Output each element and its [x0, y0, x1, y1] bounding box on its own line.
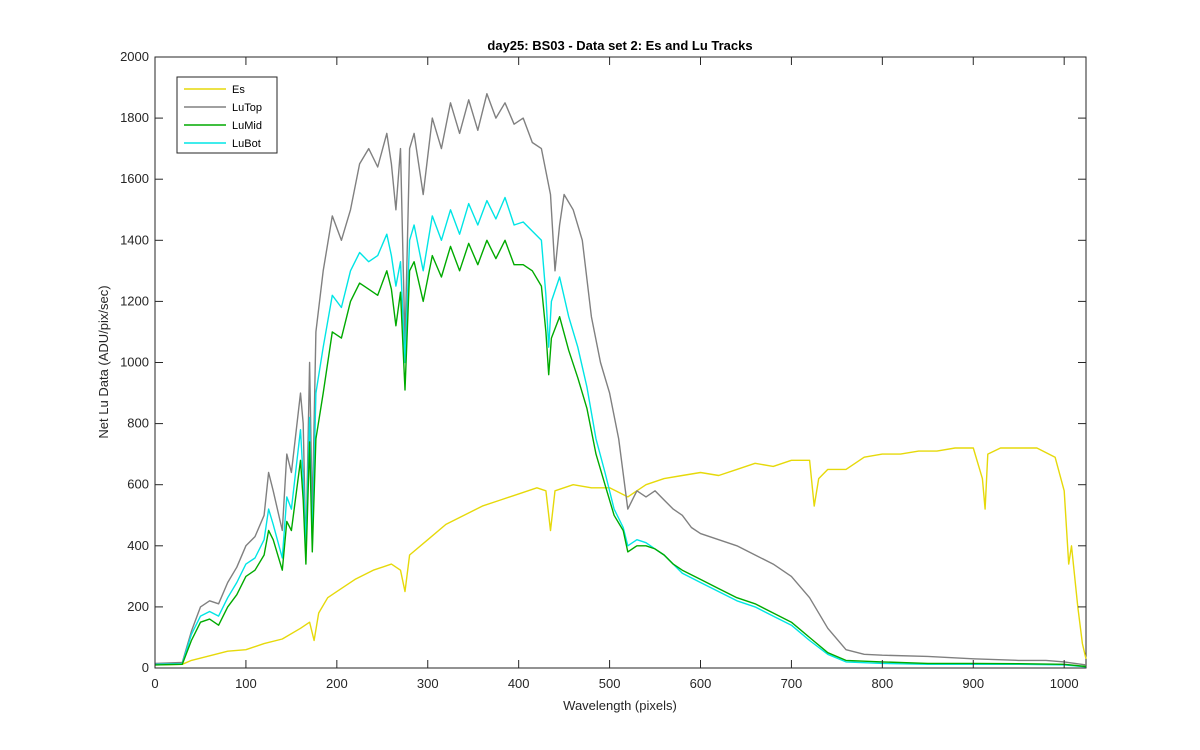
legend-label-lumid: LuMid: [232, 120, 262, 132]
x-tick-label: 1000: [1050, 676, 1079, 691]
y-tick-label: 2000: [120, 49, 149, 64]
y-tick-label: 1400: [120, 232, 149, 247]
series-layer: [154, 93, 1087, 668]
legend-label-es: Es: [232, 84, 245, 96]
y-tick-label: 800: [127, 416, 149, 431]
x-tick-label: 0: [151, 676, 158, 691]
x-tick-label: 800: [871, 676, 893, 691]
y-tick-label: 600: [127, 477, 149, 492]
tick-layer: 0 100 200 300 400 500 600 700 800 900 1000 0 200 400 6…: [120, 49, 1086, 691]
y-tick-label: 1000: [120, 355, 149, 370]
y-axis-label: Net Lu Data (ADU/pix/sec): [96, 285, 111, 438]
legend-label-lutop: LuTop: [232, 102, 262, 114]
series-line-lubot: [154, 196, 1087, 668]
x-tick-label: 400: [508, 676, 530, 691]
y-tick-label: 1800: [120, 110, 149, 125]
y-tick-label: 0: [142, 660, 149, 675]
plot-area: [154, 56, 1087, 669]
y-tick-label: 200: [127, 599, 149, 614]
x-tick-label: 100: [235, 676, 257, 691]
y-tick-label: 1200: [120, 293, 149, 308]
x-tick-label: 700: [781, 676, 803, 691]
x-tick-label: 200: [326, 676, 348, 691]
y-tick-label: 1600: [120, 171, 149, 186]
x-tick-label: 900: [962, 676, 984, 691]
x-tick-label: 300: [417, 676, 439, 691]
y-tick-label: 400: [127, 538, 149, 553]
legend: Es LuTop LuMid LuBot: [176, 76, 278, 154]
x-tick-label: 600: [690, 676, 712, 691]
series-line-lutop: [154, 93, 1087, 666]
x-axis-label: Wavelength (pixels): [563, 698, 677, 713]
series-line-lumid: [154, 239, 1087, 668]
x-tick-label: 500: [599, 676, 621, 691]
chart-title: day25: BS03 - Data set 2: Es and Lu Trac…: [487, 38, 752, 53]
legend-label-lubot: LuBot: [232, 138, 261, 150]
